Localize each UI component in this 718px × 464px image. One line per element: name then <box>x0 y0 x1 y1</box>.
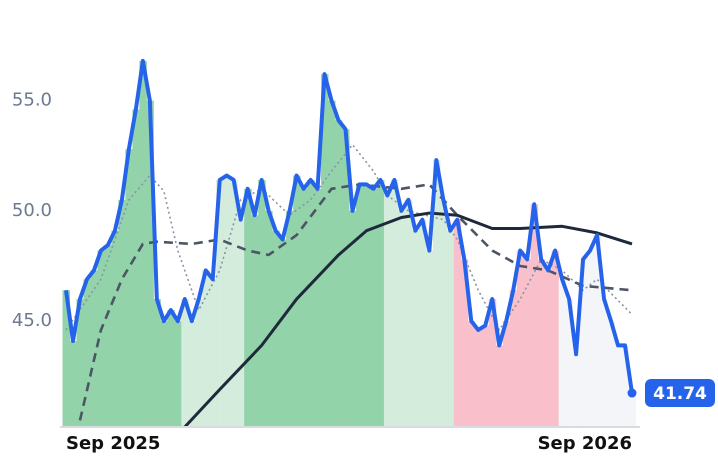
area-band <box>607 321 616 427</box>
area-band <box>376 179 385 427</box>
area-band <box>418 219 427 427</box>
area-band <box>97 250 105 427</box>
area-band <box>125 149 133 427</box>
area-band <box>614 345 623 427</box>
area-band <box>251 215 259 427</box>
area-band <box>565 299 574 427</box>
area-band <box>600 299 609 427</box>
area-band <box>467 321 476 427</box>
value-label: 41.74 <box>653 384 707 404</box>
area-band <box>244 188 252 427</box>
area-band <box>383 195 392 427</box>
area-band <box>481 325 490 427</box>
area-band <box>279 239 287 427</box>
moving-average <box>78 183 633 421</box>
area-band <box>76 299 84 427</box>
area-band <box>509 290 518 427</box>
value-badge <box>645 379 715 408</box>
area-band <box>362 184 371 427</box>
area-band <box>265 210 273 427</box>
area-band <box>216 179 224 427</box>
area-band <box>335 120 343 427</box>
area-band <box>223 175 231 427</box>
area-band <box>132 109 140 428</box>
area-band <box>628 393 636 427</box>
area-band <box>314 188 322 427</box>
y-tick-label: 45.0 <box>12 310 52 331</box>
area-band <box>516 250 525 427</box>
area-band <box>83 279 91 427</box>
area-band <box>237 219 245 427</box>
area-band <box>342 129 350 427</box>
area-band <box>488 299 497 427</box>
area-band <box>544 270 553 427</box>
moving-average <box>183 211 633 429</box>
area-band <box>404 199 413 427</box>
area-band <box>453 219 462 427</box>
area-band <box>558 279 567 427</box>
area-band <box>209 279 217 427</box>
area-band <box>593 235 602 427</box>
area-band <box>104 245 112 427</box>
area-band <box>551 250 560 427</box>
area-band <box>349 210 357 427</box>
area-band <box>397 210 406 427</box>
area-band <box>118 199 126 427</box>
area-band <box>523 259 532 427</box>
area-band <box>446 230 455 427</box>
area-band <box>111 230 119 427</box>
area-band <box>460 259 469 427</box>
area-band <box>188 321 196 427</box>
area-band <box>355 184 364 427</box>
area-band <box>321 74 329 427</box>
area-band <box>307 179 315 427</box>
area-band <box>160 321 168 427</box>
area-band <box>439 199 448 427</box>
y-tick-label: 50.0 <box>12 200 52 221</box>
lines <box>64 58 634 429</box>
area-band <box>153 299 161 427</box>
area-band <box>432 160 441 427</box>
x-tick-label: Sep 2026 <box>538 433 632 454</box>
area-band <box>258 179 266 427</box>
area-band <box>425 250 434 427</box>
area-band <box>579 259 588 427</box>
last-point <box>627 388 637 398</box>
area-band <box>474 329 483 427</box>
area-band <box>411 230 420 427</box>
area-band <box>495 345 504 427</box>
area-band <box>139 60 147 427</box>
area-band <box>69 340 77 427</box>
area-band <box>537 259 546 427</box>
area-band <box>502 321 511 427</box>
area-band <box>572 354 581 427</box>
area-band <box>62 290 70 427</box>
area-band <box>195 299 203 427</box>
area-band <box>146 100 154 428</box>
y-tick-label: 55.0 <box>12 90 52 111</box>
area-band <box>286 210 294 427</box>
area-band <box>369 188 378 427</box>
area-band <box>202 270 210 427</box>
area-band <box>167 310 175 427</box>
area-band <box>300 188 308 427</box>
area-band <box>174 321 182 427</box>
x-tick-label: Sep 2025 <box>66 433 160 454</box>
area-band <box>181 299 189 427</box>
area-band <box>390 179 399 427</box>
area-band <box>293 175 301 427</box>
area-band <box>90 270 98 427</box>
area-band <box>230 179 238 427</box>
area-band <box>530 204 539 427</box>
area-band <box>621 345 630 427</box>
price-line <box>64 58 634 394</box>
area-band <box>586 250 595 427</box>
